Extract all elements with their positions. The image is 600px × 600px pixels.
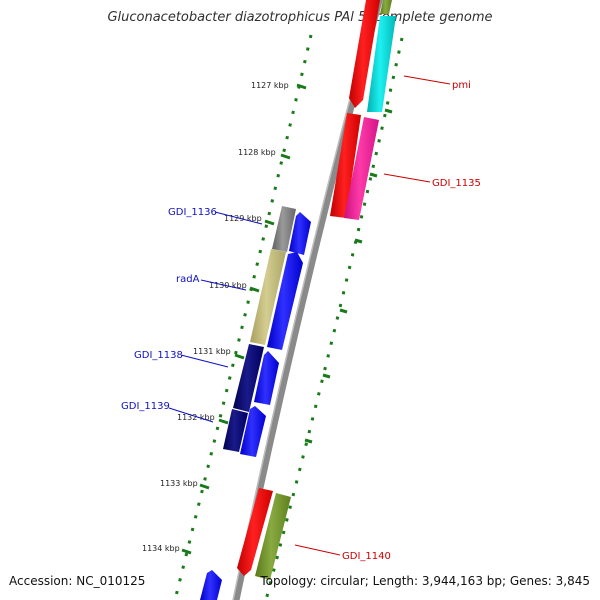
tick-mark-1130 <box>249 286 260 293</box>
gene-block-red-bottom <box>237 488 273 576</box>
tick-mark-1134 <box>181 548 192 555</box>
gene-arrow-blue-4 <box>240 406 266 457</box>
gene-block-gray <box>272 206 296 252</box>
gene-label-rada: radA <box>176 274 200 285</box>
accession-text: Accession: NC_010125 <box>9 574 146 588</box>
leader-gdi-1139 <box>168 407 214 423</box>
leader-pmi <box>403 75 451 85</box>
topology-text: Topology: circular; Length: 3,944,163 bp… <box>260 574 590 588</box>
gene-block-olive-top <box>380 0 392 14</box>
tick-mark-1133 <box>199 483 210 490</box>
tick-label-1127: 1127 kbp <box>251 81 289 90</box>
gene-label-gdi-1136: GDI_1136 <box>168 207 217 218</box>
tick-mark-1129 <box>264 219 275 226</box>
gene-arrow-blue-2 <box>267 252 303 350</box>
label-leaders <box>168 75 451 556</box>
forward-strand-genes <box>200 206 311 600</box>
gene-label-gdi-1138: GDI_1138 <box>134 350 183 361</box>
tick-label-1134: 1134 kbp <box>142 544 180 553</box>
gene-labels: pmi GDI_1135 GDI_1140 GDI_1136 radA GDI_… <box>121 80 481 562</box>
gene-block-red-mid <box>330 113 361 218</box>
tick-mark-1132 <box>218 418 229 425</box>
gene-arrow-blue-5 <box>200 570 222 600</box>
tick-mark-1127 <box>296 83 307 90</box>
leader-gdi-1135 <box>383 173 431 183</box>
leader-gdi-1138 <box>180 354 229 368</box>
gene-block-navy-lower <box>223 409 248 452</box>
tick-mark-1131 <box>234 353 245 360</box>
gene-block-red-top <box>349 0 380 108</box>
gene-block-olive-bottom <box>255 493 291 580</box>
tick-label-1131: 1131 kbp <box>193 347 231 356</box>
gene-block-navy-upper <box>233 344 264 412</box>
gene-label-gdi-1140: GDI_1140 <box>342 551 391 562</box>
tick-track-inner <box>173 34 313 600</box>
tick-label-1133: 1133 kbp <box>160 479 198 488</box>
leader-gdi-1140 <box>294 544 341 556</box>
tick-label-1129: 1129 kbp <box>224 214 262 223</box>
gene-label-gdi-1139: GDI_1139 <box>121 401 170 412</box>
tick-mark-1128 <box>280 153 291 160</box>
tick-label-1132: 1132 kbp <box>177 413 215 422</box>
map-title: Gluconacetobacter diazotrophicus PAl 5, … <box>107 10 493 25</box>
gene-label-gdi-1135: GDI_1135 <box>432 178 481 189</box>
gene-block-khaki <box>250 249 286 345</box>
tick-marks <box>181 83 393 555</box>
gene-arrow-blue-1 <box>289 212 311 255</box>
gene-block-pink <box>344 117 379 220</box>
leader-rada <box>200 279 247 291</box>
leader-gdi-1136 <box>214 211 263 225</box>
gene-block-cyan <box>367 16 396 112</box>
reverse-strand-genes <box>237 0 396 580</box>
tick-label-1128: 1128 kbp <box>238 148 276 157</box>
gene-label-pmi: pmi <box>452 80 471 91</box>
gene-arrow-blue-3 <box>254 351 279 405</box>
